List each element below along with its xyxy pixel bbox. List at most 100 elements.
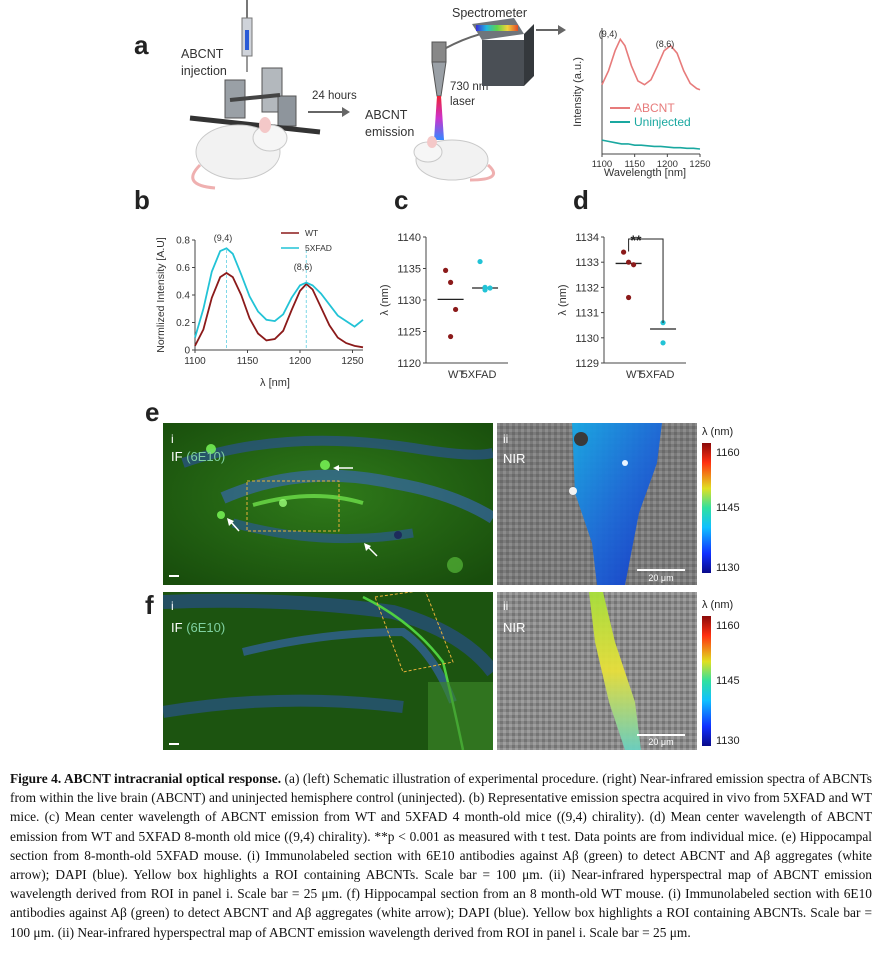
y-tick-label: 1130	[575, 333, 599, 345]
annotation-8-6: (8,6)	[656, 39, 675, 49]
panel-label-f: f	[145, 590, 154, 620]
y-tick-label: 1129	[575, 358, 599, 370]
data-point-wt	[443, 267, 449, 273]
micrograph-e-i-label: i	[171, 432, 174, 446]
emission-label: ABCNT emission	[365, 108, 415, 139]
legend-abcnt: ABCNT	[634, 101, 675, 115]
arrow-icon	[227, 518, 240, 532]
colorbar-tick: 1145	[716, 675, 740, 687]
micrograph-e-nir: 20 μm ii NIR	[497, 423, 697, 585]
legend-uninjected: Uninjected	[634, 115, 691, 129]
x-axis-label: Wavelength [nm]	[604, 167, 686, 179]
annotation-8-6: (8,6)	[294, 262, 313, 272]
spectrometer-label: Spectrometer	[452, 6, 528, 20]
colorbar-tick: 1160	[716, 620, 740, 632]
annotation-9-4: (9,4)	[599, 29, 618, 39]
y-tick-label: 1133	[575, 257, 599, 269]
roi-box	[374, 592, 454, 673]
x-tick-label: WT	[626, 369, 643, 381]
micrograph-e-i-stain: IF (6E10)	[171, 449, 225, 464]
chart-a-spectra: 1100 1150 1200 1250 (9,4) (8,6) ABCNT Uninj…	[572, 28, 711, 179]
x-tick-label: 1150	[237, 356, 259, 367]
data-point-wt	[448, 279, 454, 285]
data-point-5xfad	[660, 340, 666, 346]
colorbar-e: λ (nm) 1160 1145 1130	[702, 426, 740, 574]
colorbar-tick: 1145	[716, 502, 740, 514]
roi-box	[246, 480, 340, 532]
colorbar-tick: 1160	[716, 447, 740, 459]
data-point-wt	[626, 294, 632, 301]
chart-b-spectra: 0 0.2 0.4 0.6 0.8 1100 1150 1200 1250 (9,4) (8,6…	[155, 228, 364, 389]
syringe-icon	[241, 0, 253, 72]
x-tick-label: 1200	[289, 356, 312, 367]
y-tick-label: 0.4	[176, 291, 190, 302]
y-tick-label: 0.8	[176, 236, 190, 247]
colorbar-title: λ (nm)	[702, 426, 733, 438]
x-tick-label: 1150	[624, 159, 644, 170]
data-point-5xfad	[487, 285, 493, 291]
x-tick-label: 1100	[184, 356, 206, 367]
x-axis-label: λ [nm]	[260, 377, 290, 389]
micrograph-f-nir: 20 μm ii NIR	[497, 592, 697, 750]
colorbar-tick: 1130	[716, 735, 740, 747]
scale-bar	[169, 743, 179, 745]
micrograph-f-ii-modality: NIR	[503, 620, 525, 635]
stereotaxic-frame-icon	[189, 67, 321, 135]
y-tick-label: 1132	[575, 282, 599, 294]
colorbar-tick: 1130	[716, 562, 740, 574]
y-tick-label: 1130	[397, 295, 421, 307]
data-point-wt	[621, 249, 627, 255]
series-line-uninjected	[601, 139, 701, 150]
x-tick-label: WT	[448, 369, 465, 381]
legend-5xfad: 5XFAD	[305, 243, 332, 253]
micrograph-e-ii-modality: NIR	[503, 451, 525, 466]
x-tick-label: 5XFAD	[462, 369, 497, 381]
y-tick-label: 1120	[397, 358, 421, 370]
arrow-icon	[308, 107, 350, 117]
x-tick-label: 1250	[341, 356, 364, 367]
data-point-wt	[631, 262, 637, 268]
figure-caption-text: (a) (left) Schematic illustration of exp…	[10, 771, 873, 940]
y-axis-label: Intensity (a.u.)	[572, 57, 584, 127]
micrograph-f-if: i IF (6E10)	[163, 592, 493, 750]
data-point-5xfad	[482, 284, 488, 290]
x-tick-label: 1250	[689, 159, 710, 170]
colorbar-f: λ (nm) 1160 1145 1130	[702, 599, 740, 747]
spectrometer-icon	[472, 18, 566, 86]
time-label: 24 hours	[312, 90, 357, 102]
data-point-5xfad	[477, 258, 483, 265]
panel-label-b: b	[134, 185, 150, 215]
x-tick-label: 1200	[657, 159, 678, 170]
micrograph-e-ii-label: ii	[503, 432, 508, 446]
micrograph-f-ii-label: ii	[503, 599, 508, 613]
panel-label-e: e	[145, 397, 160, 427]
y-tick-label: 1135	[397, 264, 421, 276]
micrograph-f-i-stain: IF (6E10)	[171, 620, 225, 635]
x-tick-label: 5XFAD	[640, 369, 675, 381]
series-line-wt	[194, 271, 364, 349]
panel-label-c: c	[394, 185, 409, 215]
scale-bar	[169, 575, 179, 577]
y-axis-label: Normlized Intensity [A.U]	[155, 237, 167, 353]
scalebar-label: 20 μm	[648, 737, 673, 747]
data-point-wt	[448, 333, 454, 340]
y-tick-label: 0.6	[176, 263, 190, 274]
y-tick-label: 1134	[575, 232, 599, 244]
data-point-wt	[453, 306, 459, 313]
laser-label: 730 nm laser	[450, 81, 489, 108]
mouse-icon	[413, 136, 495, 182]
y-tick-label: 0.2	[176, 318, 190, 329]
figure-caption: Figure 4. ABCNT intracranial optical res…	[10, 769, 872, 942]
figure-caption-title: Figure 4. ABCNT intracranial optical res…	[10, 771, 282, 786]
legend-wt: WT	[305, 228, 318, 238]
mouse-icon	[191, 117, 288, 190]
annotation-9-4: (9,4)	[214, 233, 233, 243]
panel-label-d: d	[573, 185, 589, 215]
arrow-icon	[364, 543, 378, 557]
y-tick-label: 1140	[397, 232, 421, 244]
injection-label: ABCNT injection	[181, 47, 227, 78]
significance-marker: **	[631, 232, 642, 248]
series-line-5xfad	[194, 247, 364, 338]
